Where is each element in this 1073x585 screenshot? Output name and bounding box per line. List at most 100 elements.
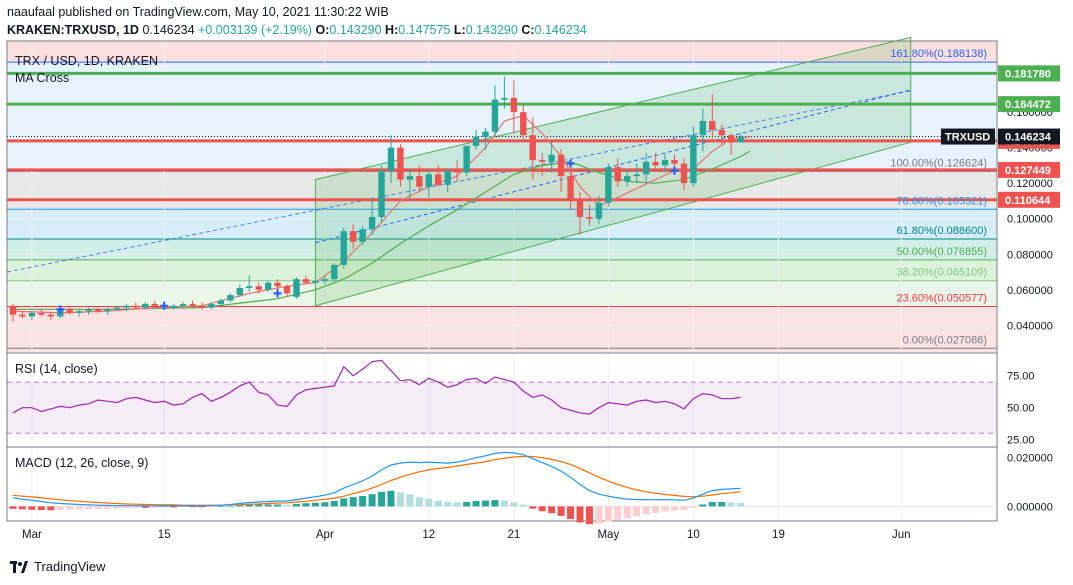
macd-histogram-bar — [113, 506, 121, 509]
y-tick-label: 0.100000 — [1007, 214, 1053, 226]
candle-body — [189, 304, 196, 306]
ma-cross-marker — [56, 305, 65, 314]
candle-body — [491, 99, 499, 132]
rsi-tick-label: 25.00 — [1007, 435, 1035, 447]
macd-histogram-bar — [614, 506, 622, 520]
candle-body — [170, 305, 177, 308]
y-tick-label: 0.120000 — [1007, 178, 1053, 190]
macd-histogram-bar — [689, 506, 697, 508]
y-tick-label: 0.060000 — [1007, 285, 1053, 297]
fib-zone-382-236 — [7, 280, 997, 307]
macd-histogram-bar — [652, 506, 660, 513]
candle-body — [66, 309, 73, 313]
candle-body — [302, 279, 310, 283]
x-tick-label: May — [597, 529, 619, 541]
candle-body — [85, 309, 92, 312]
candle-body — [510, 97, 518, 113]
macd-histogram-bar — [567, 506, 575, 520]
macd-histogram-bar — [245, 504, 253, 507]
candle-body — [435, 174, 442, 185]
candle-body — [227, 295, 234, 301]
price-tag-label: 0.181780 — [1005, 68, 1051, 80]
macd-histogram-bar — [519, 504, 527, 507]
macd-histogram-bar — [463, 502, 471, 507]
macd-histogram-bar — [434, 500, 442, 507]
candle-body — [397, 147, 404, 180]
macd-histogram-bar — [198, 506, 206, 508]
open-label: O: — [315, 23, 330, 37]
macd-histogram-bar — [255, 504, 263, 507]
candle-body — [624, 176, 631, 182]
macd-histogram-bar — [359, 495, 367, 507]
candle-body — [425, 174, 432, 187]
price-tag-label: 0.110644 — [1005, 195, 1051, 207]
macd-histogram-bar — [557, 506, 565, 516]
price-tag-label: 0.127449 — [1005, 165, 1051, 177]
macd-histogram-bar — [727, 502, 735, 507]
rsi-tick-label: 75.00 — [1007, 371, 1035, 383]
x-tick-label: Mar — [22, 529, 42, 541]
candle-body — [642, 161, 650, 175]
main-series — [9, 76, 751, 322]
fib-label: 100.00%(0.126624) — [890, 157, 987, 169]
candle-body — [690, 135, 697, 184]
candle-body — [671, 160, 678, 164]
fib-label: 0.00%(0.027086) — [903, 334, 987, 346]
candle-body — [406, 176, 414, 180]
candle-body — [709, 120, 716, 130]
y-tick-label: 0.040000 — [1007, 320, 1053, 332]
last-price-tag-label: 0.146234 — [1005, 132, 1052, 144]
drawings: 161.80%(0.188138) 100.00%(0.126624) 78.60%… — [6, 36, 997, 346]
candle-body — [321, 279, 329, 281]
fib-zone-100-786 — [7, 171, 997, 210]
chart-canvas[interactable]: 161.80%(0.188138) 100.00%(0.126624) 78.60%… — [0, 0, 1073, 550]
candle-body — [293, 279, 300, 297]
publisher-line: naaufaal published on TradingView.com, M… — [7, 5, 389, 19]
candle-body — [737, 136, 744, 143]
x-tick-label: 21 — [507, 529, 520, 541]
price-tag — [998, 96, 1060, 113]
candle-body — [728, 135, 735, 143]
macd-histogram-bar — [28, 506, 36, 510]
macd-histogram-bar — [737, 502, 745, 507]
macd-histogram-bar — [482, 500, 489, 507]
macd-histogram-bar — [623, 506, 631, 519]
candle-body — [236, 288, 243, 296]
macd-histogram-bar — [132, 506, 140, 508]
fib-zone-top — [7, 41, 997, 63]
macd-histogram-bar — [661, 506, 669, 512]
candle-body — [680, 163, 688, 184]
candle-body — [557, 154, 565, 177]
candle-body — [501, 97, 508, 100]
ma-cross-marker — [273, 289, 282, 298]
macd-histogram-bar — [642, 506, 650, 515]
macd-histogram-bar — [85, 506, 93, 510]
candle-body — [718, 129, 725, 136]
high-label: H: — [385, 23, 399, 37]
tradingview-branding[interactable]: TradingView — [10, 559, 106, 574]
candle-body — [217, 300, 225, 305]
ma-cross-marker — [670, 166, 679, 175]
candle-body — [416, 176, 423, 187]
macd-histogram-bar — [122, 506, 130, 509]
price-tag — [998, 65, 1060, 82]
candle-body — [548, 154, 555, 162]
candle-body — [387, 147, 395, 171]
candle-body — [123, 305, 130, 308]
tradingview-logo-icon — [10, 560, 28, 573]
macd-histogram-bar — [37, 506, 45, 511]
macd-histogram-bar — [170, 506, 178, 508]
macd-histogram-bar — [548, 506, 556, 514]
candle-body — [104, 309, 111, 312]
last-price-tag — [998, 128, 1060, 145]
macd-histogram-bar — [9, 506, 17, 509]
axes: TRX / USD, 1D, KRAKEN MA Cross 0.040000 0.0… — [6, 40, 1060, 541]
symbol-name[interactable]: KRAKEN:TRXUSD, 1D — [7, 23, 139, 37]
macd-histogram-bar — [207, 506, 215, 507]
y-tick-label: 0.080000 — [1007, 249, 1053, 261]
brand-name: TradingView — [34, 559, 106, 574]
candle-body — [274, 282, 281, 287]
macd-histogram-bar — [538, 506, 546, 512]
channel-center-line — [315, 89, 911, 244]
candle-body — [283, 286, 291, 294]
